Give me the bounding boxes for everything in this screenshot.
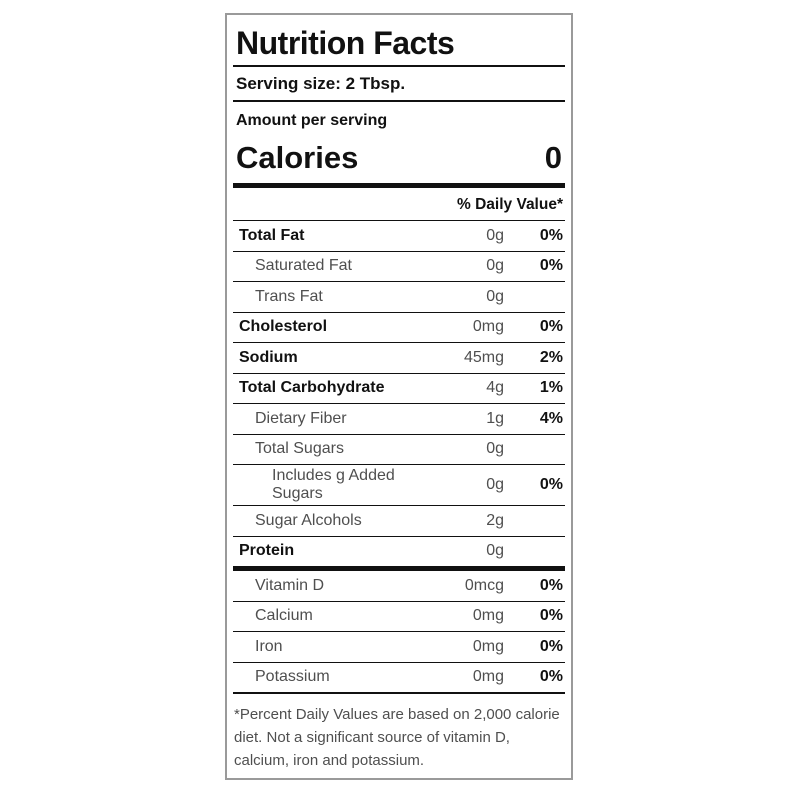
nutrient-name: Sodium [239,348,298,366]
nutrient-amount: 0mcg [464,576,504,594]
serving-size: Serving size: 2 Tbsp. [233,67,565,102]
nutrient-amount: 4g [486,379,504,397]
nutrient-amount: 0g [486,440,504,458]
nutrient-percent: 0% [539,668,563,686]
daily-value-header: % Daily Value* [233,188,565,221]
nutrient-name: Dietary Fiber [255,409,347,427]
nutrient-row: Calcium 0mg 0% [233,602,565,632]
thick-divider-bottom [233,566,565,571]
nutrient-row: Cholesterol 0mg 0% [233,313,565,343]
nutrient-amount: 0mg [472,637,504,655]
nutrient-name: Cholesterol [239,318,328,336]
nutrient-amount: 0g [486,542,504,560]
footnote-text: *Percent Daily Values are based on 2,000… [234,706,560,769]
nutrient-row: Total Fat 0g 0% [233,221,565,252]
nutrient-name: Iron [255,637,283,655]
nutrient-percent: 4% [539,409,563,427]
nutrient-percent: 0% [539,607,563,625]
nutrient-row: Saturated Fat 0g 0% [233,252,565,282]
nutrient-amount: 2g [486,511,504,529]
nutrient-name: Total Fat [239,226,305,244]
nutrient-percent: 0% [539,318,563,336]
nutrition-facts-label: Nutrition Facts Serving size: 2 Tbsp. Am… [225,13,573,780]
nutrient-name: Vitamin D [255,576,325,594]
nutrient-amount: 0mg [472,668,504,686]
nutrient-amount: 1g [486,409,504,427]
nutrient-row: Protein 0g [233,537,565,567]
nutrient-row: Total Carbohydrate 4g 1% [233,374,565,404]
nutrient-percent: 0% [539,476,563,493]
nutrient-row: Potassium 0mg 0% [233,663,565,693]
calories-value: 0 [544,140,562,175]
label-title: Nutrition Facts [233,15,565,67]
nutrient-amount: 0mg [472,318,504,336]
amount-per-serving: Amount per serving [236,112,388,129]
calories-label: Calories [236,140,359,175]
nutrient-name: Includes g Added Sugars [272,467,395,502]
nutrient-row: Vitamin D 0mcg 0% [233,571,565,602]
nutrient-row: Sodium 45mg 2% [233,343,565,374]
nutrient-percent: 0% [539,637,563,655]
nutrient-name: Calcium [255,607,313,625]
nutrient-row: Includes g Added Sugars 0g 0% [233,465,565,506]
nutrient-amount: 0mg [472,607,504,625]
nutrient-percent: 2% [539,348,563,366]
nutrient-name: Sugar Alcohols [255,511,362,529]
nutrient-amount: 0g [486,287,504,305]
nutrient-row: Sugar Alcohols 2g [233,506,565,537]
nutrient-row: Total Sugars 0g [233,435,565,465]
nutrient-name: Total Carbohydrate [239,379,385,397]
nutrient-name: Protein [239,542,295,560]
nutrient-name: Saturated Fat [255,257,352,275]
nutrient-percent: 0% [539,226,563,244]
nutrient-row: Dietary Fiber 1g 4% [233,404,565,435]
nutrient-percent: 1% [539,379,563,397]
nutrient-amount: 0g [486,257,504,275]
nutrient-name: Total Sugars [255,440,344,458]
nutrient-percent: 0% [539,576,563,594]
nutrient-amount: 45mg [463,348,504,366]
thick-divider-top [233,183,565,188]
nutrient-percent: 0% [539,257,563,275]
footnote-divider [233,692,565,694]
nutrient-rows: Total Fat 0g 0% Saturated Fat 0g 0% Tran… [233,221,565,566]
nutrient-name: Trans Fat [255,287,323,305]
nutrient-name: Potassium [255,668,330,686]
nutrient-row: Iron 0mg 0% [233,632,565,663]
nutrient-row: Trans Fat 0g [233,282,565,313]
vitamin-rows: Vitamin D 0mcg 0% Calcium 0mg 0% Iron 0m… [233,571,565,692]
calories-row: Calories 0 [233,130,565,183]
nutrient-amount: 0g [486,226,504,244]
nutrient-amount: 0g [486,476,504,493]
